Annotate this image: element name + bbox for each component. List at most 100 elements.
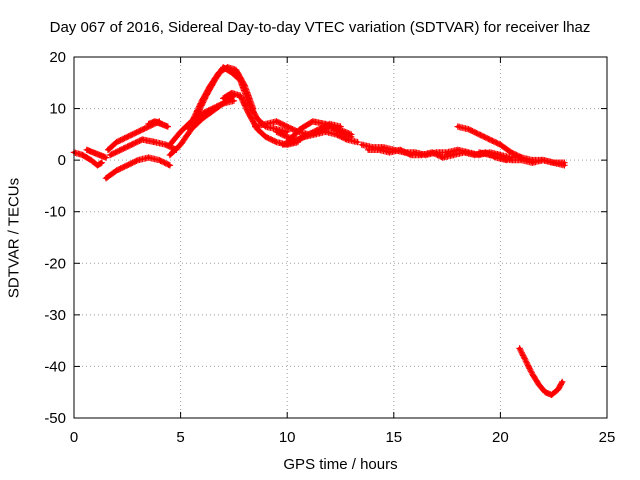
data-point bbox=[200, 99, 204, 103]
plot-frame bbox=[73, 56, 608, 419]
data-point bbox=[292, 140, 296, 144]
y-tick-label: -20 bbox=[44, 255, 66, 272]
data-point bbox=[419, 153, 424, 157]
y-tick-label: 0 bbox=[58, 152, 66, 169]
y-tick-label: -30 bbox=[44, 307, 66, 324]
series-arc-bump bbox=[145, 118, 171, 130]
data-point bbox=[274, 130, 279, 134]
data-point bbox=[560, 380, 564, 384]
data-point bbox=[349, 132, 353, 136]
series-arc-noon-3 bbox=[279, 128, 361, 148]
series-arc-peak-2 bbox=[190, 64, 257, 123]
y-tick-label: 10 bbox=[49, 101, 66, 118]
data-point bbox=[537, 382, 541, 387]
data-point bbox=[430, 150, 434, 154]
data-point bbox=[311, 119, 315, 124]
data-point bbox=[477, 132, 481, 136]
y-tick-label: -50 bbox=[44, 410, 66, 427]
x-tick-label: 15 bbox=[385, 429, 402, 446]
x-tick-label: 5 bbox=[176, 429, 184, 446]
data-point bbox=[324, 130, 328, 134]
data-point bbox=[187, 127, 191, 131]
data-point bbox=[147, 156, 151, 160]
data-point bbox=[106, 148, 110, 152]
series-arc-noon-4 bbox=[284, 118, 355, 146]
chart-title: Day 067 of 2016, Sidereal Day-to-day VTE… bbox=[49, 19, 591, 36]
data-point bbox=[85, 148, 89, 152]
y-tick-label: -40 bbox=[44, 358, 66, 375]
data-point bbox=[140, 137, 144, 142]
data-point bbox=[159, 122, 163, 126]
data-point bbox=[179, 130, 183, 134]
data-point bbox=[191, 117, 195, 121]
series-arc-outlier bbox=[516, 345, 566, 398]
data-point bbox=[541, 158, 545, 162]
data-point bbox=[518, 346, 522, 350]
data-point bbox=[153, 119, 157, 124]
data-point bbox=[398, 148, 402, 152]
data-point bbox=[234, 68, 238, 72]
data-point bbox=[488, 153, 492, 157]
data-point bbox=[356, 140, 360, 144]
data-point bbox=[125, 163, 129, 167]
data-point bbox=[562, 163, 567, 167]
series-arc-early-2 bbox=[83, 146, 110, 161]
data-point bbox=[208, 83, 212, 87]
data-point bbox=[462, 150, 466, 154]
data-point bbox=[313, 132, 317, 136]
data-point bbox=[221, 101, 225, 105]
data-point bbox=[108, 153, 112, 157]
data-point bbox=[302, 135, 306, 139]
data-point bbox=[136, 158, 140, 162]
series-markers bbox=[102, 154, 174, 182]
data-point bbox=[95, 163, 100, 167]
data-points bbox=[70, 64, 568, 398]
data-point bbox=[230, 91, 234, 95]
data-point bbox=[104, 176, 108, 180]
data-point bbox=[509, 150, 513, 154]
data-point bbox=[441, 156, 445, 160]
data-point bbox=[98, 153, 102, 157]
y-tick-label: -10 bbox=[44, 204, 66, 221]
data-point bbox=[100, 161, 104, 165]
data-point bbox=[157, 158, 161, 162]
data-point bbox=[153, 140, 157, 144]
data-point bbox=[168, 163, 172, 167]
data-point bbox=[285, 125, 289, 129]
data-point bbox=[179, 143, 183, 147]
data-point bbox=[524, 359, 528, 363]
data-point bbox=[556, 388, 560, 392]
data-point bbox=[251, 107, 255, 111]
x-tick-label: 20 bbox=[492, 429, 509, 446]
x-tick-label: 25 bbox=[599, 429, 616, 446]
data-point bbox=[125, 135, 129, 139]
data-point bbox=[104, 156, 108, 160]
data-point bbox=[509, 158, 513, 162]
data-point bbox=[119, 148, 123, 152]
data-point bbox=[168, 143, 172, 147]
data-point bbox=[243, 83, 247, 87]
data-point bbox=[274, 140, 279, 144]
data-point bbox=[345, 137, 349, 142]
data-point bbox=[91, 150, 95, 154]
data-point bbox=[264, 135, 268, 139]
data-point bbox=[456, 125, 460, 129]
series-arc-early-1 bbox=[70, 149, 105, 169]
x-tick-label: 10 bbox=[279, 429, 296, 446]
axis-ticks: 0 5 10 15 20 25 -50 -40 -30 -20 -10 0 10 20 bbox=[44, 49, 615, 446]
data-point bbox=[473, 153, 477, 157]
data-point bbox=[336, 127, 340, 131]
data-point bbox=[274, 119, 279, 124]
data-point bbox=[166, 125, 170, 129]
data-point bbox=[552, 161, 556, 165]
data-point bbox=[334, 132, 338, 136]
data-point bbox=[550, 393, 554, 397]
data-point bbox=[164, 143, 168, 147]
data-point bbox=[255, 117, 259, 121]
data-point bbox=[115, 140, 119, 144]
data-point bbox=[451, 153, 456, 157]
data-point bbox=[285, 140, 289, 144]
data-point bbox=[377, 148, 381, 152]
data-point bbox=[232, 99, 236, 103]
